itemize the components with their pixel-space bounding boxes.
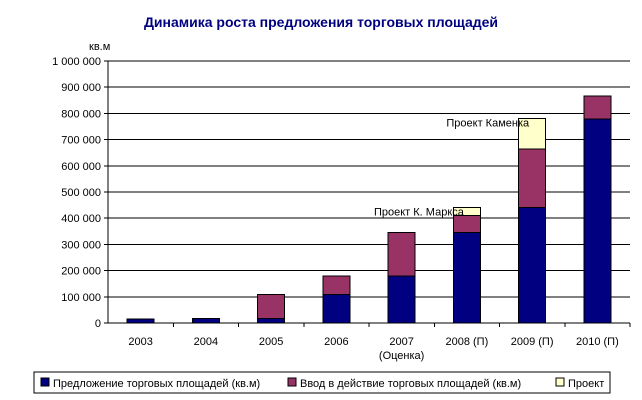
x-tick-label: 2007	[389, 336, 413, 348]
x-tick-label: 2003	[128, 336, 152, 348]
x-tick-label: 2006	[324, 336, 348, 348]
legend-box	[33, 371, 611, 394]
bar-segment-1	[322, 294, 351, 324]
annotation-label: Проект Каменка	[446, 118, 530, 130]
x-tick-label: 2008 (П)	[445, 336, 488, 348]
legend-label: Ввод в действие торговых площадей (кв.м)	[300, 378, 521, 390]
legend-swatch	[555, 377, 565, 387]
bar-segment-2	[322, 275, 351, 296]
y-tick-label: 1 000 000	[52, 56, 101, 68]
bar-segment-1	[257, 317, 286, 324]
x-tick-label: 2009 (П)	[511, 336, 554, 348]
bar-segment-1	[518, 207, 547, 324]
axes: 0 100 000 200 000 300 000 400 000 500 000 600 …	[52, 56, 631, 362]
y-tick-label: 900 000	[61, 82, 101, 94]
chart-title: Динамика роста предложения торговых площ…	[144, 14, 498, 30]
x-tick-label: 2005	[259, 336, 283, 348]
y-tick-label: 200 000	[61, 266, 101, 278]
bar-segment-1	[452, 232, 481, 324]
bar-segment-2	[518, 148, 547, 209]
y-tick-label: 100 000	[61, 292, 101, 304]
annotation-label: Проект К. Маркса	[374, 207, 465, 219]
bar-segment-2	[257, 294, 286, 319]
y-axis-unit: кв.м	[89, 41, 110, 53]
bar-segment-2	[583, 95, 612, 120]
legend-label: Предложение торговых площадей (кв.м)	[53, 378, 260, 390]
annotations: Проект К. Маркса Проект Каменка	[374, 118, 530, 219]
bar-segment-2	[387, 232, 416, 277]
y-tick-label: 700 000	[61, 135, 101, 147]
bar-segment-1	[126, 318, 155, 324]
bar-segment-1	[387, 275, 416, 324]
bar-segment-1	[583, 118, 612, 324]
legend-label: Проект	[568, 378, 604, 390]
y-tick-label: 300 000	[61, 239, 101, 251]
x-tick-sublabel: (Оценка)	[379, 350, 424, 362]
legend-swatch	[40, 377, 50, 387]
legend-swatch	[287, 377, 297, 387]
x-tick-label: 2010 (П)	[576, 336, 619, 348]
y-tick-label: 600 000	[61, 161, 101, 173]
y-tick-label: 400 000	[61, 213, 101, 225]
y-tick-label: 0	[95, 318, 101, 330]
y-tick-label: 500 000	[61, 187, 101, 199]
bars	[126, 95, 612, 324]
y-tick-label: 800 000	[61, 108, 101, 120]
bar-segment-1	[191, 317, 220, 324]
bar-segment-3	[452, 207, 481, 217]
x-tick-label: 2004	[194, 336, 218, 348]
legend: Предложение торговых площадей (кв.м) Ввод…	[33, 371, 611, 394]
grid	[108, 60, 630, 298]
bar-segment-3	[518, 118, 547, 150]
